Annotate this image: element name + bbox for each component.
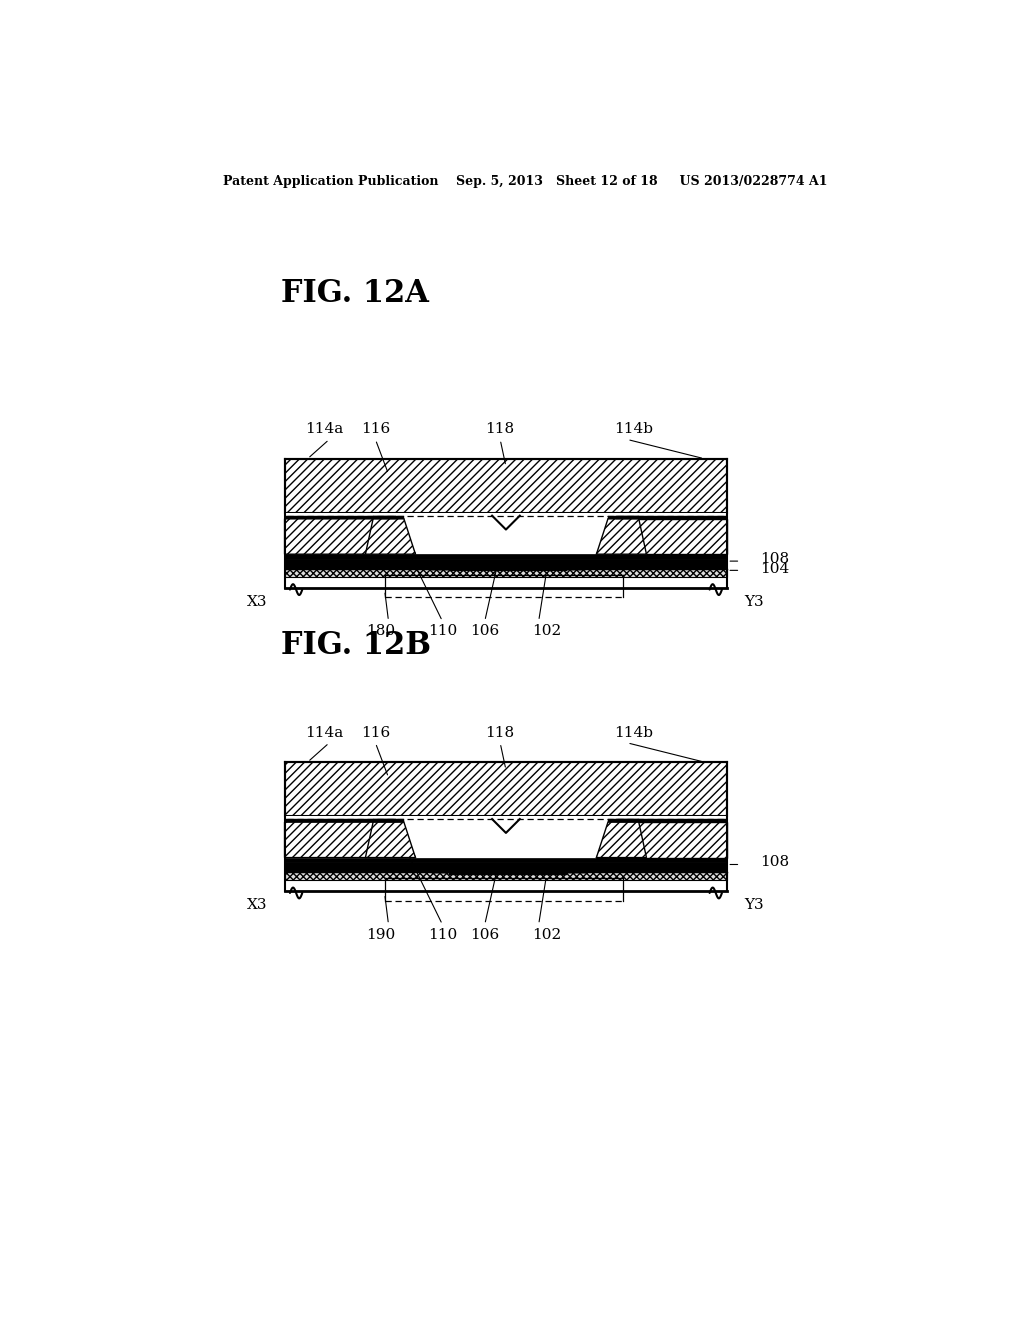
Bar [449, 569, 567, 572]
Polygon shape [607, 512, 640, 516]
Bar [285, 558, 727, 569]
Text: 104: 104 [760, 562, 788, 576]
Bar [285, 816, 727, 858]
Text: 180: 180 [367, 624, 395, 638]
Bar [285, 862, 727, 873]
Bar [608, 516, 639, 519]
Bar [403, 512, 608, 519]
Text: 110: 110 [428, 928, 457, 941]
Text: FIG. 12B: FIG. 12B [281, 630, 431, 660]
Polygon shape [596, 519, 646, 554]
Polygon shape [366, 822, 416, 858]
Text: 114a: 114a [305, 422, 344, 437]
Text: 118: 118 [485, 422, 515, 437]
Bar [285, 762, 727, 816]
Polygon shape [285, 519, 416, 554]
Text: 108: 108 [760, 552, 788, 566]
Polygon shape [366, 822, 416, 858]
Polygon shape [285, 822, 416, 858]
Bar [449, 873, 567, 875]
Bar [403, 816, 608, 822]
Polygon shape [373, 816, 404, 818]
Bar [373, 818, 403, 822]
Bar [608, 818, 639, 822]
Bar [285, 858, 727, 862]
Text: 114a: 114a [305, 726, 344, 739]
Text: 190: 190 [367, 928, 395, 941]
Text: X3: X3 [247, 595, 267, 609]
Polygon shape [366, 519, 416, 554]
Bar [285, 818, 396, 822]
Polygon shape [614, 512, 727, 516]
Polygon shape [285, 512, 397, 516]
Text: 108: 108 [760, 855, 788, 869]
Bar [615, 516, 727, 519]
Polygon shape [596, 519, 727, 554]
Bar [285, 516, 396, 519]
Polygon shape [373, 512, 404, 516]
Bar [285, 554, 727, 558]
Text: 102: 102 [531, 624, 561, 638]
Text: 106: 106 [470, 928, 500, 941]
Bar [373, 516, 403, 519]
Bar [285, 873, 727, 880]
Polygon shape [614, 816, 727, 818]
Polygon shape [607, 816, 640, 818]
Text: 116: 116 [360, 422, 390, 437]
Polygon shape [596, 519, 646, 554]
Text: 110: 110 [428, 624, 457, 638]
Text: X3: X3 [247, 899, 267, 912]
Text: 106: 106 [470, 624, 500, 638]
Text: 116: 116 [360, 726, 390, 739]
Polygon shape [366, 519, 416, 554]
Polygon shape [285, 816, 397, 818]
Bar [615, 818, 727, 822]
Bar [285, 569, 727, 577]
Text: FIG. 12A: FIG. 12A [281, 277, 429, 309]
Text: 102: 102 [531, 928, 561, 941]
Text: 114b: 114b [613, 726, 653, 739]
Text: 118: 118 [485, 726, 515, 739]
Polygon shape [596, 822, 646, 858]
Polygon shape [596, 822, 646, 858]
Bar [285, 459, 727, 512]
Text: 114b: 114b [613, 422, 653, 437]
Polygon shape [596, 822, 727, 858]
Text: Y3: Y3 [744, 899, 764, 912]
Bar [285, 512, 727, 554]
Text: Patent Application Publication    Sep. 5, 2013   Sheet 12 of 18     US 2013/0228: Patent Application Publication Sep. 5, 2… [222, 176, 827, 187]
Text: Y3: Y3 [744, 595, 764, 609]
